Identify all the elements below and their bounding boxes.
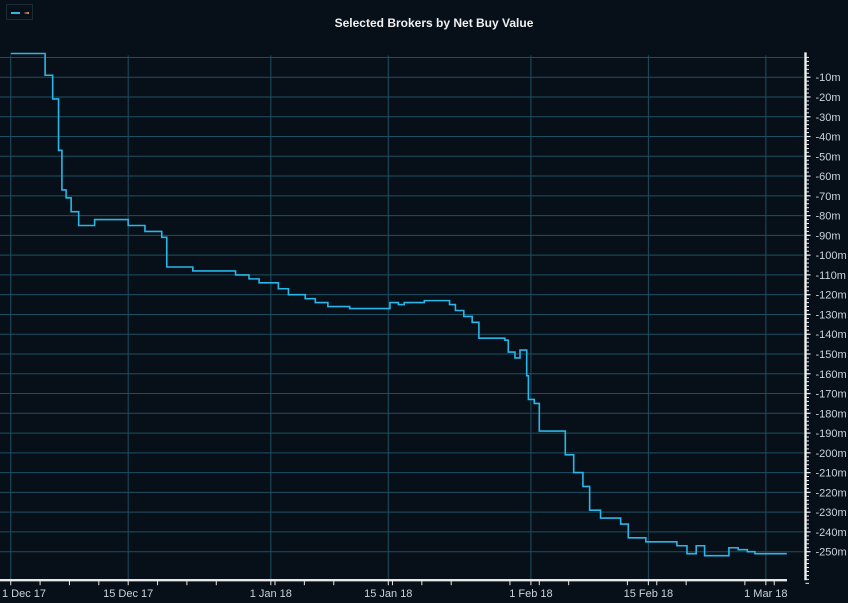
svg-text:-170m: -170m [816,389,847,401]
svg-text:-130m: -130m [816,309,847,321]
svg-text:-150m: -150m [816,349,847,361]
svg-text:-140m: -140m [816,329,847,341]
svg-text:-10m: -10m [816,72,841,84]
svg-text:-120m: -120m [816,290,847,302]
svg-text:-60m: -60m [816,171,841,183]
svg-text:-40m: -40m [816,132,841,144]
svg-text:-230m: -230m [816,507,847,519]
svg-text:-30m: -30m [816,112,841,124]
svg-text:-180m: -180m [816,408,847,420]
svg-text:15 Jan 18: 15 Jan 18 [364,588,412,600]
svg-text:-50m: -50m [816,151,841,163]
svg-text:-220m: -220m [816,487,847,499]
svg-text:-190m: -190m [816,428,847,440]
svg-text:15 Feb 18: 15 Feb 18 [624,588,674,600]
svg-text:-100m: -100m [816,250,847,262]
svg-text:-80m: -80m [816,211,841,223]
svg-text:-160m: -160m [816,369,847,381]
svg-text:1 Feb 18: 1 Feb 18 [509,588,552,600]
svg-text:-200m: -200m [816,448,847,460]
svg-text:-90m: -90m [816,230,841,242]
svg-text:-210m: -210m [816,468,847,480]
svg-text:-20m: -20m [816,92,841,104]
svg-text:1 Mar 18: 1 Mar 18 [744,588,787,600]
svg-text:1 Jan 18: 1 Jan 18 [250,588,292,600]
svg-text:-250m: -250m [816,547,847,559]
svg-text:-240m: -240m [816,527,847,539]
svg-text:-110m: -110m [816,270,846,282]
svg-text:15 Dec 17: 15 Dec 17 [103,588,153,600]
svg-text:-70m: -70m [816,191,841,203]
svg-text:1 Dec 17: 1 Dec 17 [2,588,46,600]
